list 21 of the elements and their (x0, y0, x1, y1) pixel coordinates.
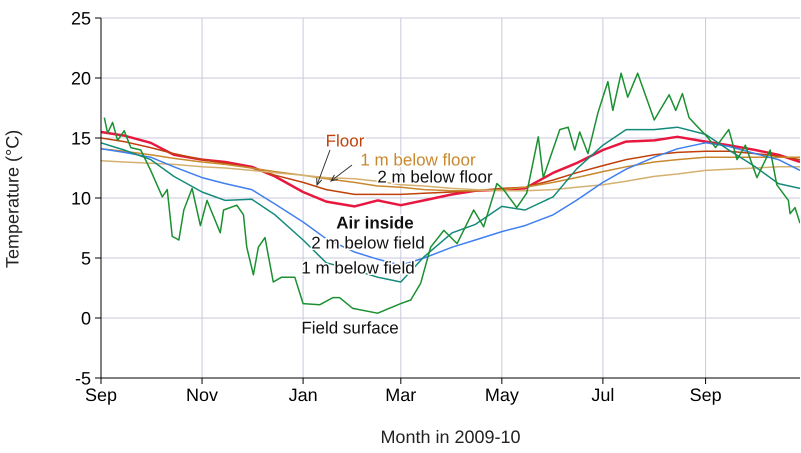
x-tick-label: Sep (690, 384, 722, 405)
line-series (101, 126, 800, 283)
line-series (101, 148, 800, 192)
y-tick-label: 25 (70, 8, 91, 28)
text: Floor (326, 132, 365, 150)
x-axis-title: Month in 2009-10 (380, 427, 521, 447)
y-tick-label: 10 (70, 188, 91, 208)
series-label: 1 m below floor (360, 150, 476, 170)
y-tick-label: 15 (70, 128, 91, 148)
x-tick-label: Jul (591, 384, 614, 405)
y-tick-label: 0 (80, 308, 91, 328)
x-tick-label: May (484, 384, 519, 405)
y-axis-title: Temperature (°C) (2, 130, 22, 268)
x-tick-label: Jan (288, 384, 318, 405)
y-tick-label: 5 (80, 248, 91, 268)
x-tick-label: Mar (385, 384, 416, 405)
x-tick-label: Nov (186, 384, 218, 405)
line-series (104, 72, 800, 314)
series-label: Air inside (336, 214, 414, 232)
series-label: Field surface (301, 318, 399, 338)
y-tick-label: 20 (70, 68, 91, 88)
